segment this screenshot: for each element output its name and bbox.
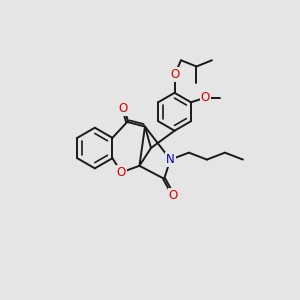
Text: O: O <box>201 91 210 104</box>
Text: O: O <box>118 102 128 115</box>
Text: O: O <box>169 189 178 202</box>
Text: N: N <box>166 153 175 166</box>
Text: O: O <box>117 166 126 179</box>
Text: O: O <box>170 68 179 81</box>
